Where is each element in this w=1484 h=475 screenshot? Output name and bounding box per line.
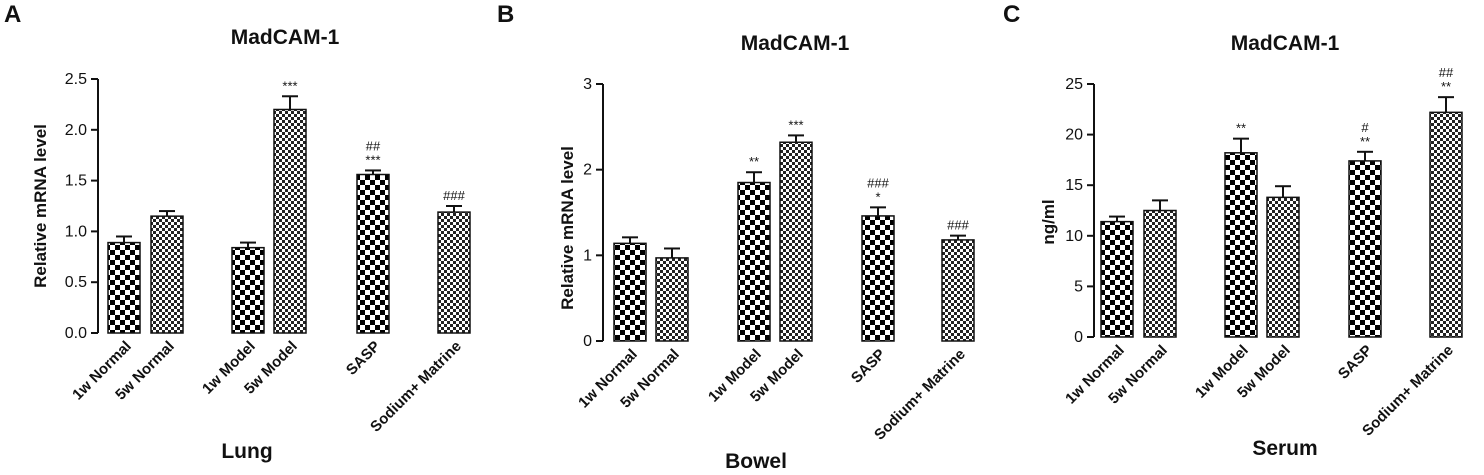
bar — [437, 211, 471, 334]
x-axis-label: Bowel — [725, 450, 787, 473]
significance-label: *** — [788, 117, 803, 132]
y-tick-label: 1 — [583, 247, 592, 264]
y-tick-label: 0.5 — [65, 274, 87, 291]
bar — [231, 246, 265, 334]
y-tick-label: 2 — [583, 162, 592, 179]
y-axis-label: Relative mRNA level — [31, 124, 50, 288]
y-tick-label: 3 — [583, 76, 592, 93]
bar — [861, 215, 895, 342]
y-tick-label: 10 — [1065, 228, 1083, 245]
x-axis-label: Lung — [221, 440, 272, 463]
panel-letter: A — [4, 1, 21, 28]
bar — [613, 242, 647, 342]
chart-title: MadCAM-1 — [231, 26, 340, 49]
bar — [107, 241, 141, 334]
panel-letter: C — [1003, 1, 1020, 28]
significance-label: * — [875, 189, 880, 204]
y-tick-label: 2.0 — [65, 122, 87, 139]
y-tick-label: 1.5 — [65, 173, 87, 190]
bar — [273, 108, 307, 334]
significance-label: ## — [366, 138, 381, 153]
x-category-label: Sodium+ Matrine — [367, 338, 465, 436]
bar — [1266, 196, 1300, 338]
y-tick-label: 2.5 — [65, 71, 87, 88]
x-category-label: SASP — [1335, 342, 1376, 383]
bar — [779, 141, 813, 342]
significance-label: *** — [282, 78, 297, 93]
y-tick-label: 0 — [583, 333, 592, 350]
significance-label: ### — [947, 218, 969, 233]
significance-label: ** — [1236, 121, 1246, 136]
significance-label: ### — [867, 175, 889, 190]
y-axis-label: Relative mRNA level — [558, 146, 577, 310]
x-category-label: SASP — [848, 346, 889, 387]
y-tick-label: 5 — [1074, 278, 1083, 295]
bar — [1348, 160, 1382, 338]
y-axis-label: ng/ml — [1039, 199, 1058, 244]
significance-label: ## — [1439, 65, 1454, 80]
bar — [150, 215, 184, 334]
significance-label: ** — [1441, 79, 1451, 94]
bar — [356, 173, 390, 334]
y-tick-label: 1.0 — [65, 223, 87, 240]
significance-label: ** — [749, 154, 759, 169]
significance-label: ### — [443, 188, 465, 203]
bar — [1100, 220, 1134, 338]
panel-letter: B — [497, 1, 514, 28]
y-tick-label: 25 — [1065, 76, 1083, 93]
bar — [655, 257, 689, 342]
x-category-label: Sodium+ Matrine — [1359, 342, 1457, 440]
bar — [1429, 111, 1463, 338]
chart-title: MadCAM-1 — [1231, 32, 1340, 55]
bar — [1143, 209, 1177, 338]
chart-title: MadCAM-1 — [741, 32, 850, 55]
y-tick-label: 0 — [1074, 329, 1083, 346]
x-category-label: SASP — [343, 338, 384, 379]
significance-label: *** — [365, 152, 380, 167]
bar — [737, 181, 771, 342]
y-tick-label: 0.0 — [65, 325, 87, 342]
bar — [941, 239, 975, 342]
chart-panel-a: A MadCAM-1 0.0 0.5 1.0 1.5 2.0 2.5 Relative mRNA… — [4, 1, 471, 463]
significance-label: ** — [1360, 134, 1370, 149]
significance-label: # — [1361, 120, 1369, 135]
x-axis-label: Serum — [1252, 437, 1317, 460]
y-tick-label: 15 — [1065, 177, 1083, 194]
y-tick-label: 20 — [1065, 127, 1083, 144]
bar — [1224, 152, 1258, 338]
